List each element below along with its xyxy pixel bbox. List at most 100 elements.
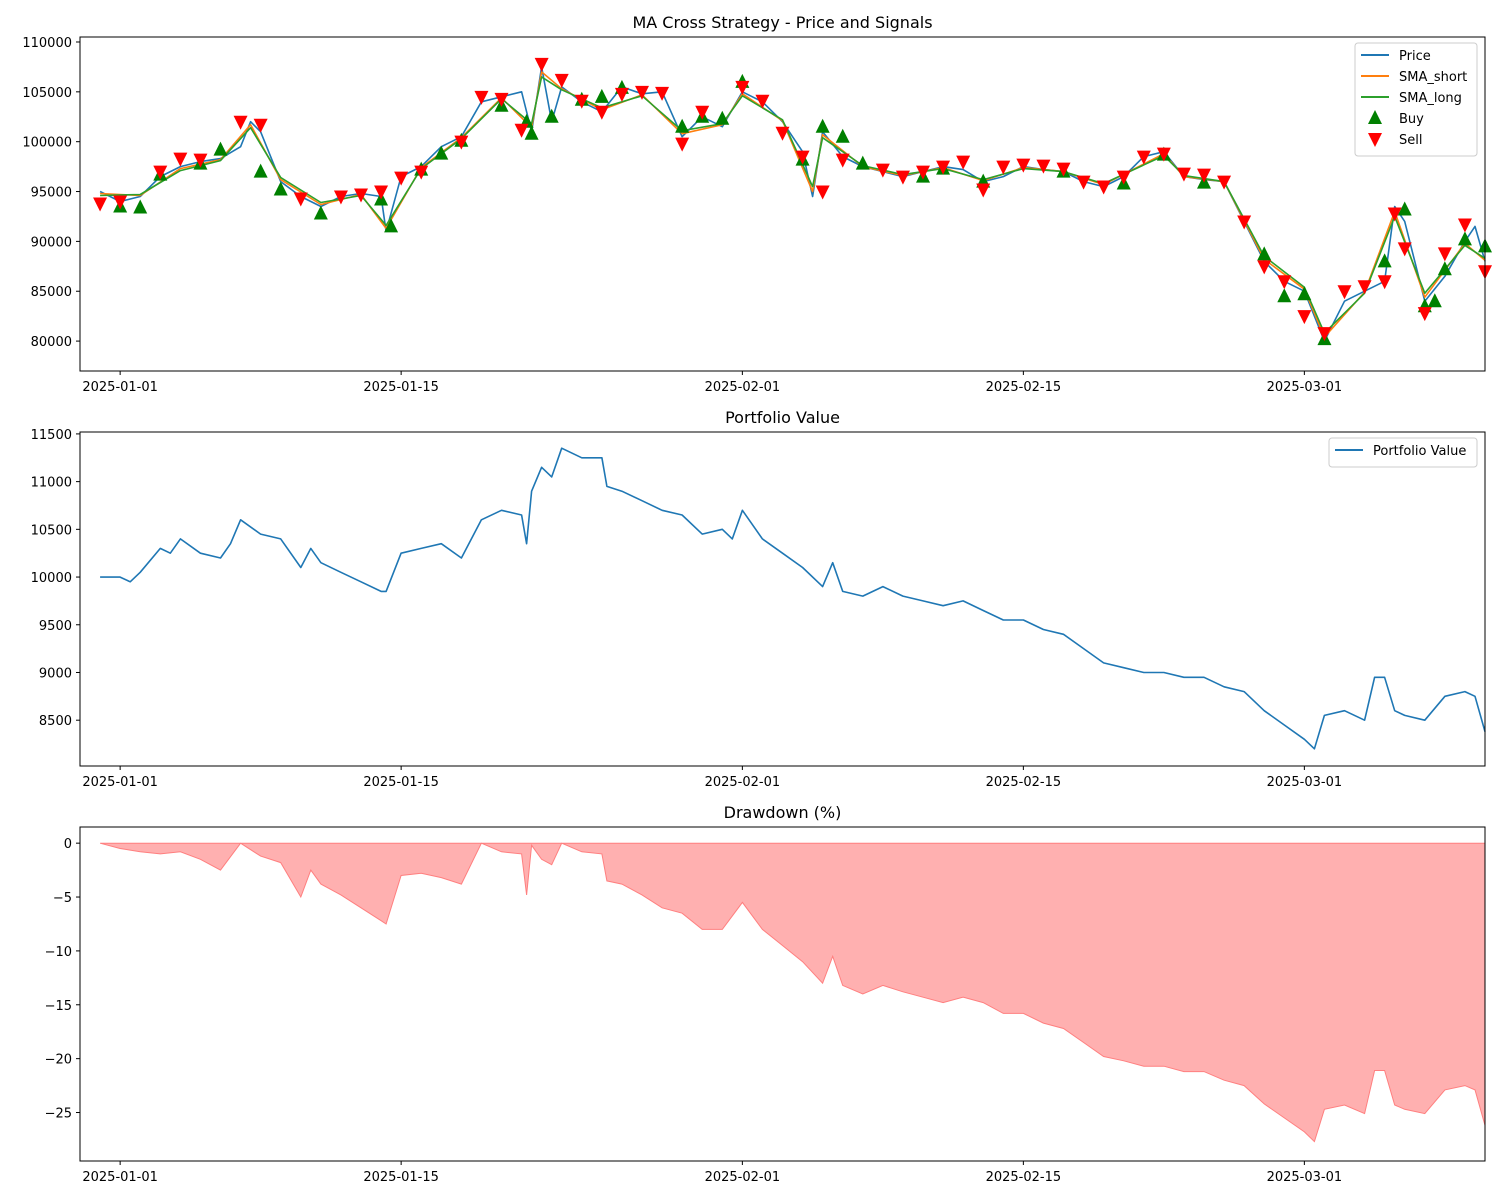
axes-frame (79, 826, 1486, 1162)
sell-marker (1417, 307, 1432, 322)
buy-marker (675, 118, 690, 133)
sell-marker (574, 94, 589, 109)
sell-marker (755, 94, 770, 109)
y-tick-label: 100000 (22, 136, 72, 151)
legend-label: Sell (1399, 133, 1422, 148)
sell-marker (1257, 260, 1272, 275)
sell-marker (996, 160, 1011, 175)
chart-title: MA Cross Strategy - Price and Signals (632, 13, 932, 32)
x-tick-label: 2025-03-01 (1267, 380, 1343, 395)
y-tick-label: 9500 (39, 619, 72, 634)
y-tick-label: 11000 (31, 476, 72, 491)
y-tick-label: 90000 (31, 235, 72, 250)
y-tick-label: 80000 (31, 335, 72, 350)
sell-marker (494, 92, 509, 107)
sell-marker (976, 183, 991, 198)
sell-marker (253, 118, 268, 133)
x-axis: 2025-01-01 2025-01-15 2025-02-01 2025-02-15… (82, 1161, 1342, 1185)
legend-label: SMA_short (1399, 70, 1467, 85)
legend-label: Buy (1399, 112, 1424, 127)
sell-marker (1437, 247, 1452, 262)
sell-marker (1377, 275, 1392, 290)
sell-marker (895, 170, 910, 185)
y-tick-label: 0 (64, 837, 72, 852)
sell-marker (1297, 310, 1312, 325)
buy-marker (273, 181, 288, 196)
sell-marker (614, 87, 629, 102)
sell-marker (1457, 218, 1472, 233)
buy-marker (213, 141, 228, 156)
chart-1: MA Cross Strategy - Price and Signals 800… (22, 13, 1492, 395)
sell-marker (1237, 215, 1252, 230)
sell-marker (374, 185, 389, 200)
drawdown-area (99, 842, 1486, 1143)
sell-marker (594, 105, 609, 120)
buy-marker (1397, 201, 1412, 216)
x-axis: 2025-01-01 2025-01-15 2025-02-01 2025-02-15… (82, 371, 1342, 395)
sell-marker (1036, 159, 1051, 174)
sell-marker (635, 85, 649, 100)
y-tick-label: −25 (45, 1107, 72, 1122)
sell-marker (835, 153, 850, 168)
legend-box (1328, 437, 1478, 468)
sell-marker (554, 73, 569, 88)
buy-marker (544, 108, 559, 123)
plot-area (99, 842, 1486, 1143)
buy-marker (1427, 293, 1442, 308)
series-line-portfolio-value (100, 447, 1486, 750)
sell-marker (534, 57, 549, 72)
axes-frame (79, 36, 1486, 372)
sell-marker (1156, 147, 1171, 162)
buy-marker (815, 118, 830, 133)
buy-marker (384, 218, 399, 233)
x-tick-label: 2025-01-01 (82, 380, 158, 395)
legend: Portfolio Value (1328, 437, 1478, 468)
x-tick-label: 2025-02-01 (705, 380, 781, 395)
sell-marker (1397, 242, 1412, 257)
legend-label: Portfolio Value (1373, 444, 1466, 459)
buy-marker (313, 205, 328, 220)
sell-marker (735, 80, 750, 95)
sell-marker (153, 165, 168, 180)
chart-title: Portfolio Value (725, 408, 840, 427)
legend-marker-buy (1368, 110, 1382, 124)
sell-marker (113, 195, 128, 210)
buy-marker (434, 145, 449, 160)
legend-label: Price (1399, 49, 1431, 64)
sell-marker (956, 155, 971, 170)
sell-marker (233, 115, 248, 130)
sell-marker (293, 192, 308, 207)
y-axis: 8500 9000 9500 10000 10500 11000 11500 (31, 428, 80, 729)
sell-marker (795, 150, 810, 165)
y-tick-label: 105000 (22, 86, 72, 101)
sell-marker (1096, 180, 1111, 195)
sell-marker (414, 165, 429, 180)
series-line-sma-long (100, 76, 1486, 334)
buy-marker (1457, 231, 1472, 246)
y-tick-label: 10500 (31, 523, 72, 538)
sell-marker (354, 188, 368, 203)
buy-marker (1297, 286, 1312, 301)
y-tick-label: 85000 (31, 285, 72, 300)
buy-marker (594, 88, 609, 103)
sell-marker (1337, 285, 1352, 300)
y-tick-label: 11500 (31, 428, 72, 443)
x-tick-label: 2025-01-15 (363, 775, 439, 790)
axes-frame (79, 431, 1486, 767)
sell-marker (1136, 150, 1151, 165)
sell-marker (173, 152, 188, 167)
sell-marker (936, 160, 951, 175)
sell-marker (775, 126, 790, 141)
sell-marker (454, 135, 469, 150)
sell-marker (474, 90, 489, 105)
y-tick-label: 8500 (39, 714, 72, 729)
sell-marker (514, 123, 529, 138)
legend-box (1354, 42, 1478, 157)
sell-marker (1387, 207, 1402, 222)
x-tick-label: 2025-02-15 (986, 775, 1062, 790)
sell-marker (1357, 280, 1372, 295)
buy-marker (1437, 261, 1452, 276)
series-line-price (99, 66, 1486, 342)
